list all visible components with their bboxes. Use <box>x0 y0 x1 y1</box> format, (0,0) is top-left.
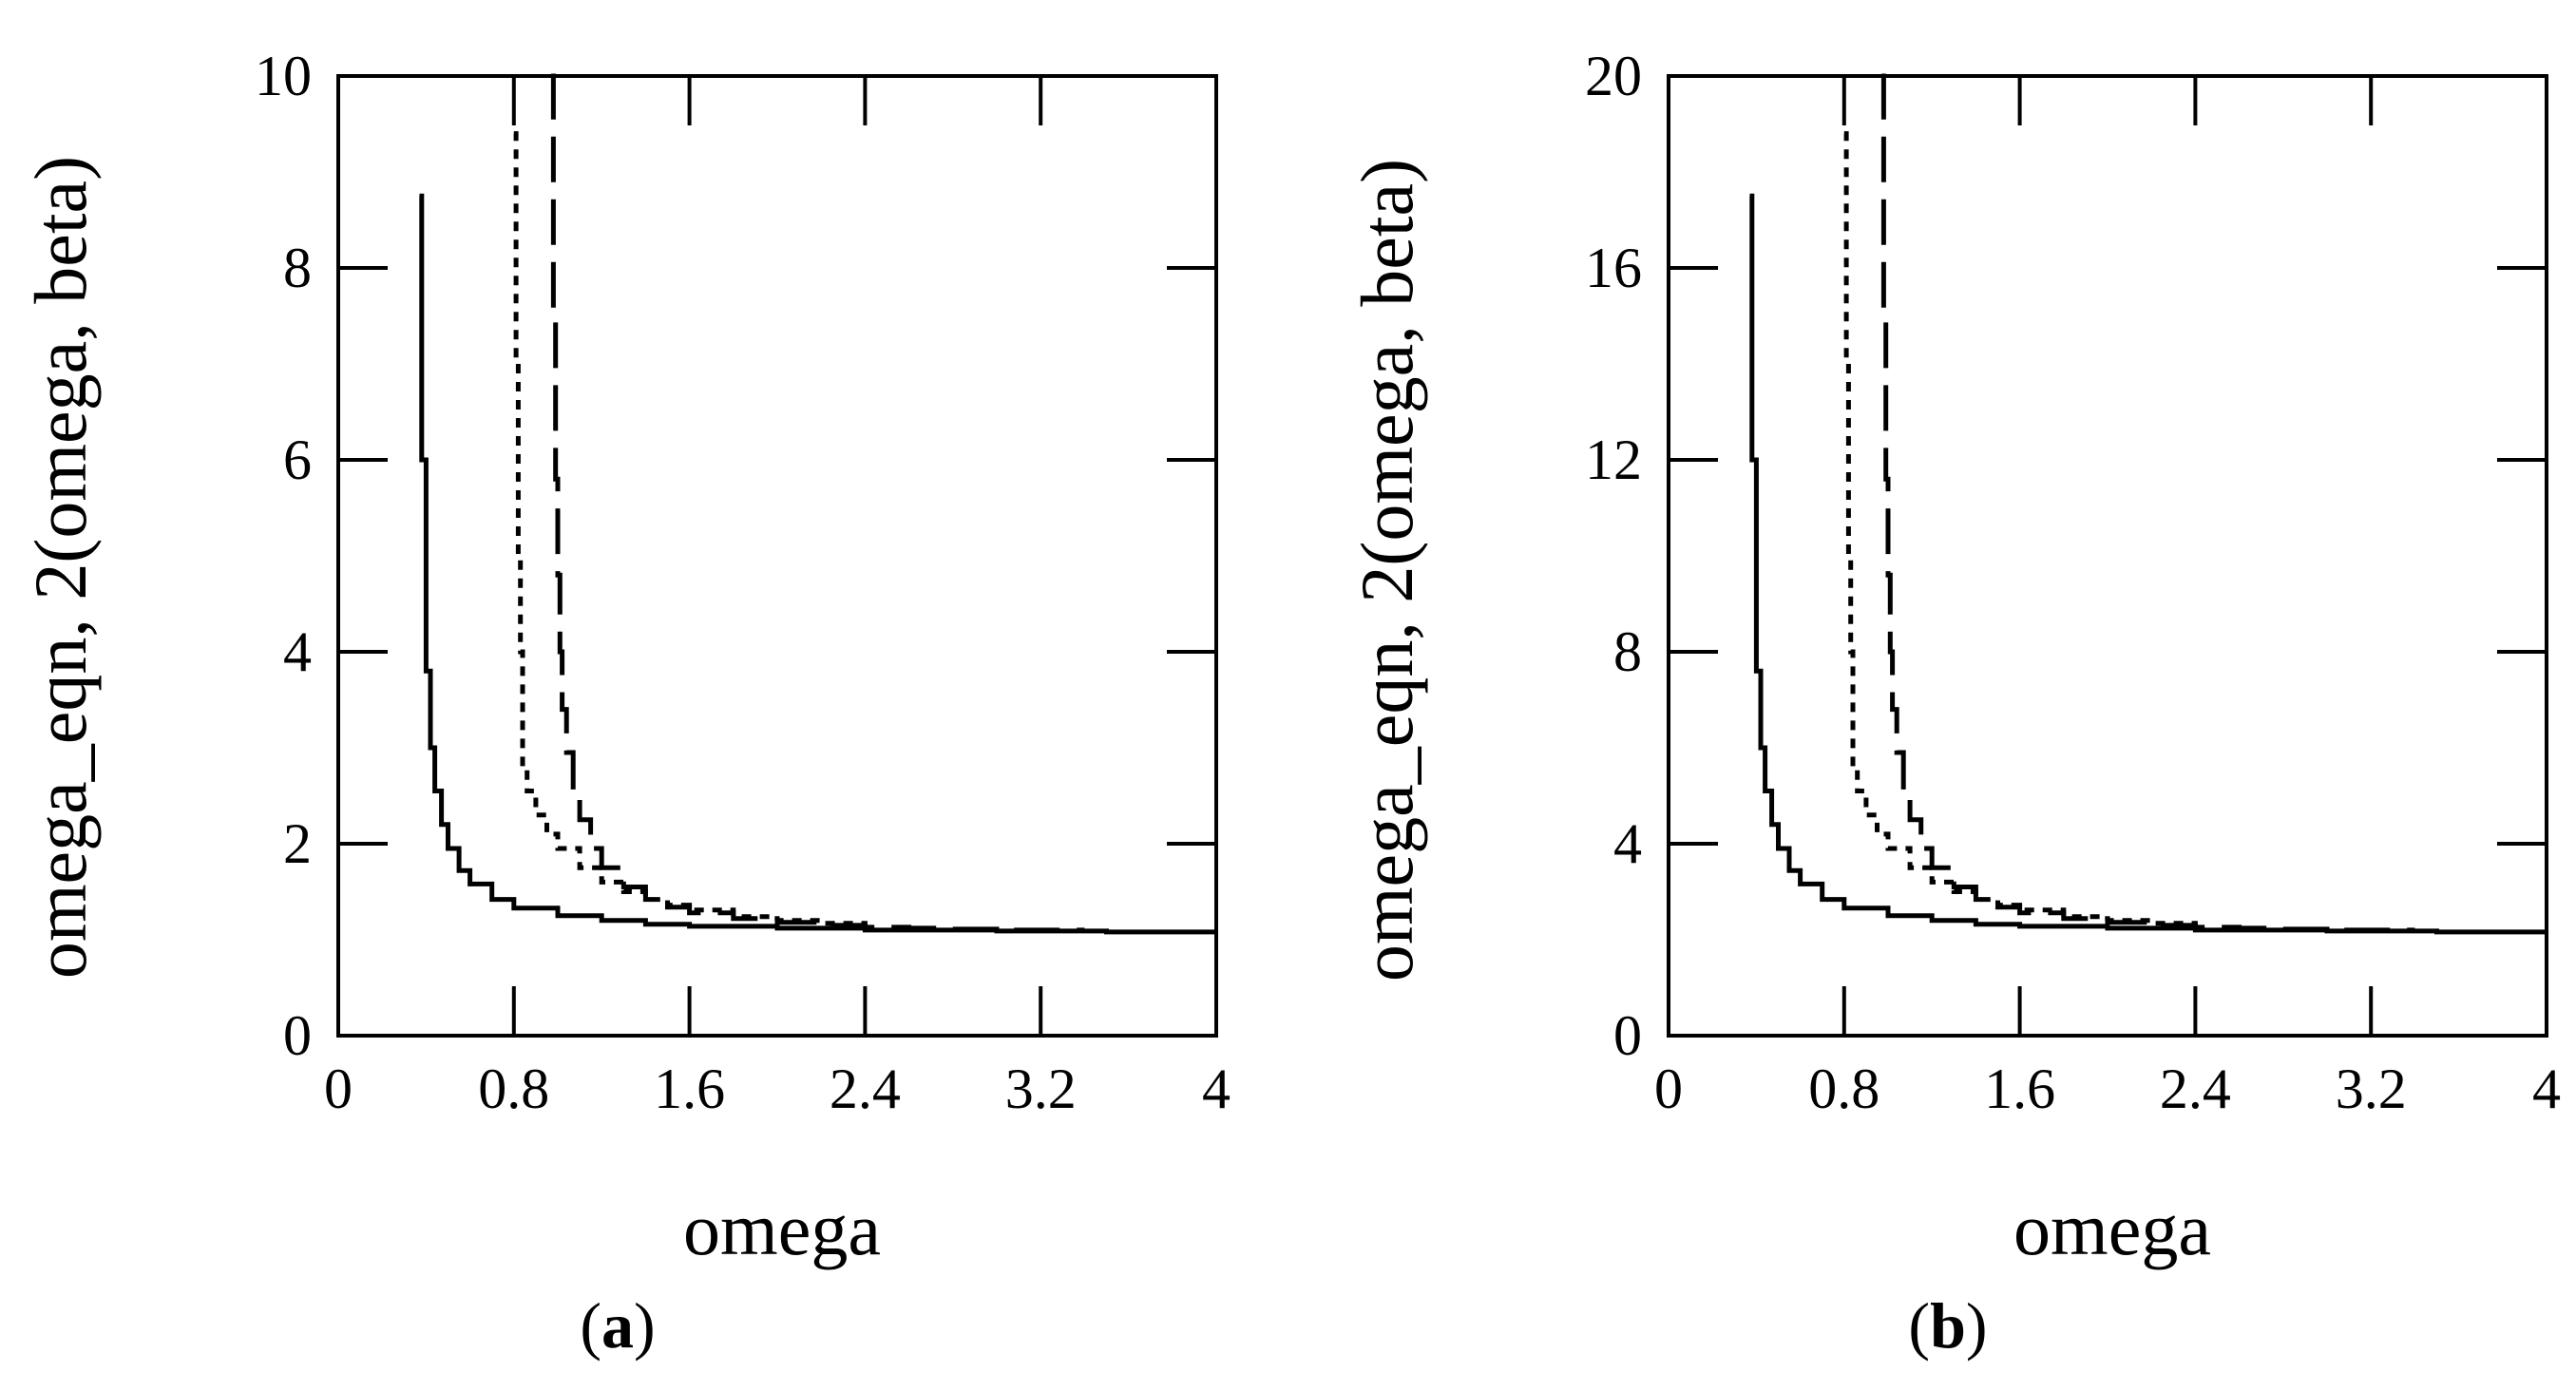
x-tick-label-a-2: 1.6 <box>654 1058 725 1120</box>
y-tick-label-a-0: 0 <box>283 1004 312 1067</box>
x-tick-label-b-0: 0 <box>1654 1058 1683 1120</box>
chart-panel-b: omega_eqn, 2(omega, beta) omega (b) 0 0.8… <box>1345 45 2561 1362</box>
y-tick-label-a-5: 10 <box>255 45 312 107</box>
y-tick-label-b-5: 20 <box>1585 45 1642 107</box>
x-tick-label-a-3: 2.4 <box>830 1058 901 1120</box>
y-tick-label-b-4: 16 <box>1585 237 1642 299</box>
x-tick-label-b-2: 1.6 <box>1984 1058 2055 1120</box>
x-tick-label-a-1: 0.8 <box>478 1058 549 1120</box>
y-tick-label-b-2: 8 <box>1613 620 1642 683</box>
panel-label-a: (a) <box>580 1289 655 1362</box>
x-tick-label-b-3: 2.4 <box>2160 1058 2231 1120</box>
x-tick-label-a-0: 0 <box>324 1058 353 1120</box>
x-axis-title-a: omega <box>683 1188 881 1270</box>
series-line-b-solid <box>1749 193 2547 935</box>
x-tick-label-b-4: 3.2 <box>2336 1058 2407 1120</box>
x-tick-label-b-1: 0.8 <box>1808 1058 1880 1120</box>
y-tick-label-a-3: 6 <box>283 429 312 491</box>
plot-frame-a <box>336 74 1218 1038</box>
y-axis-title-a: omega_eqn, 2(omega, beta) <box>19 156 102 979</box>
x-tick-label-a-4: 3.2 <box>1005 1058 1077 1120</box>
y-tick-label-b-1: 4 <box>1613 812 1642 875</box>
y-axis-title-b: omega_eqn, 2(omega, beta) <box>1345 159 1428 981</box>
y-tick-label-b-3: 12 <box>1585 429 1642 491</box>
chart-panel-a: omega_eqn, 2(omega, beta) omega (a) 0 0.8… <box>19 45 1231 1362</box>
series-line-a-solid <box>419 193 1216 935</box>
series-line-b-short-dashed <box>1843 131 2198 926</box>
y-tick-label-b-0: 0 <box>1613 1004 1642 1067</box>
y-tick-label-a-2: 4 <box>283 620 312 683</box>
plot-frame-b <box>1667 74 2548 1038</box>
series-line-a-long-dashed <box>550 73 1085 933</box>
y-tick-label-a-4: 8 <box>283 237 312 299</box>
x-axis-title-b: omega <box>2013 1188 2211 1270</box>
panel-label-letter-b: b <box>1930 1289 1966 1362</box>
series-line-b-long-dashed <box>1880 73 2415 933</box>
x-tick-label-a-5: 4 <box>1202 1058 1231 1120</box>
series-line-a-short-dashed <box>513 131 868 926</box>
panel-label-letter-a: a <box>601 1289 634 1362</box>
panel-label-b: (b) <box>1908 1289 1987 1362</box>
y-tick-label-a-1: 2 <box>283 812 312 875</box>
x-tick-label-b-5: 4 <box>2532 1058 2561 1120</box>
